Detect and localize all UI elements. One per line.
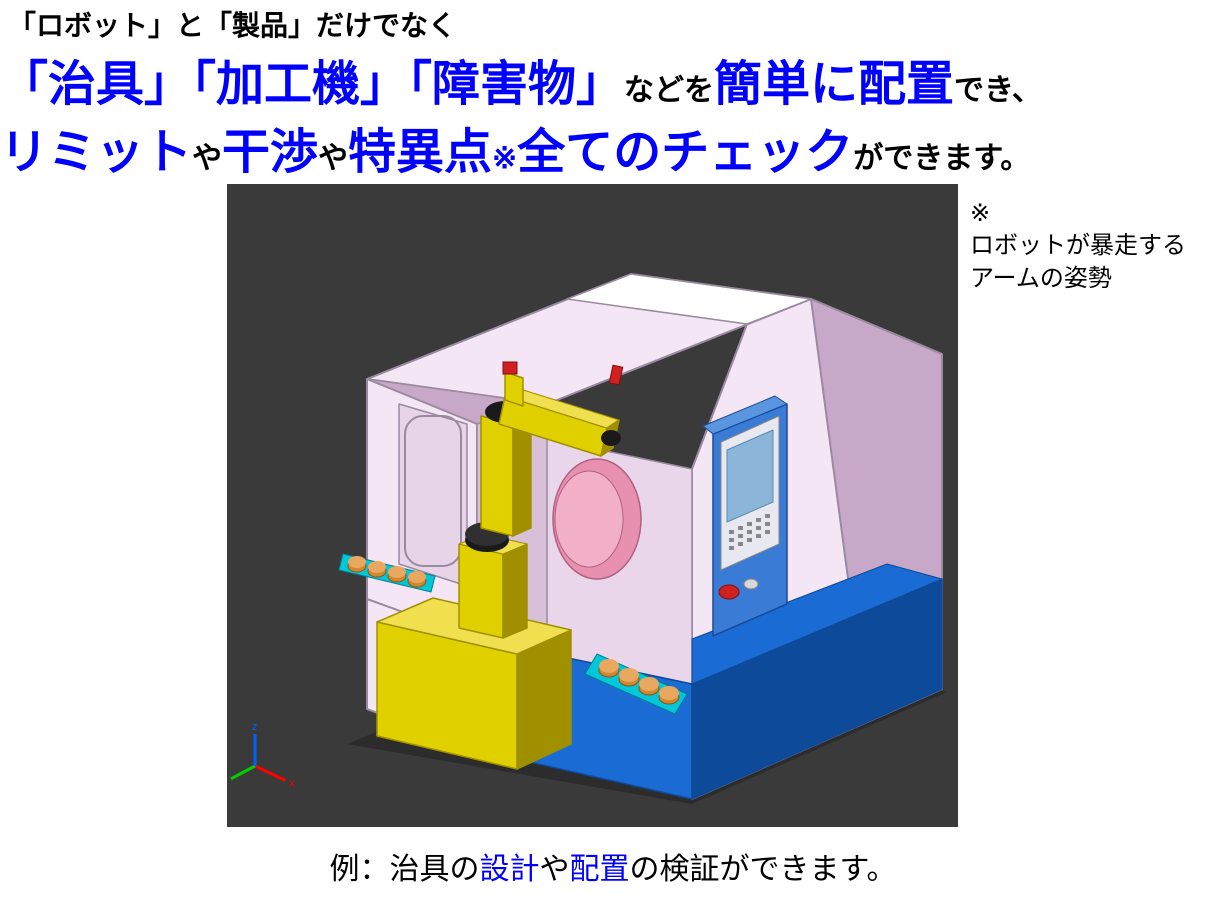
- headline-limit: リミット: [0, 126, 192, 179]
- caption-p2: 設計: [480, 853, 540, 886]
- headline-connector-5: ができます。: [853, 142, 1030, 175]
- headline-connector-1: などを: [624, 74, 714, 107]
- footnote-mark: ※: [970, 200, 990, 227]
- headline-connector-4: や: [318, 142, 348, 175]
- headline-singularity: 特異点: [348, 126, 492, 179]
- intro-line: 「ロボット」と「製品」だけでなく: [8, 4, 456, 44]
- headline-line-3: リミットや干渉や特異点※全てのチェックができます。: [0, 112, 1226, 182]
- svg-text:x: x: [289, 777, 295, 789]
- simulation-render: xyz: [227, 184, 958, 827]
- caption-p4: 配置: [570, 853, 630, 886]
- headline-connector-3: や: [192, 142, 222, 175]
- headline-all-check: 全てのチェック: [517, 126, 853, 179]
- caption-p3: や: [540, 853, 570, 886]
- headline-jigs-machines: 「治具」「加工機」「障害物」: [0, 58, 624, 111]
- caption-p1: 例：治具の: [330, 853, 480, 886]
- footnote-line2: アームの姿勢: [970, 265, 1112, 292]
- headline-asterisk: ※: [492, 142, 517, 175]
- headline-interference: 干渉: [222, 126, 318, 179]
- figure-caption: 例：治具の設計や配置の検証ができます。: [0, 844, 1226, 888]
- headline-easy-place: 簡単に配置: [714, 58, 954, 111]
- caption-p5: の検証ができます。: [630, 853, 897, 886]
- svg-text:z: z: [252, 721, 258, 733]
- headline-line-2: 「治具」「加工機」「障害物」などを簡単に配置でき、: [0, 44, 1226, 114]
- headline-connector-2: でき、: [954, 74, 1042, 107]
- footnote-line1: ロボットが暴走する: [970, 232, 1186, 259]
- footnote: ※ ロボットが暴走する アームの姿勢: [970, 198, 1186, 295]
- render-svg: xyz: [227, 184, 958, 827]
